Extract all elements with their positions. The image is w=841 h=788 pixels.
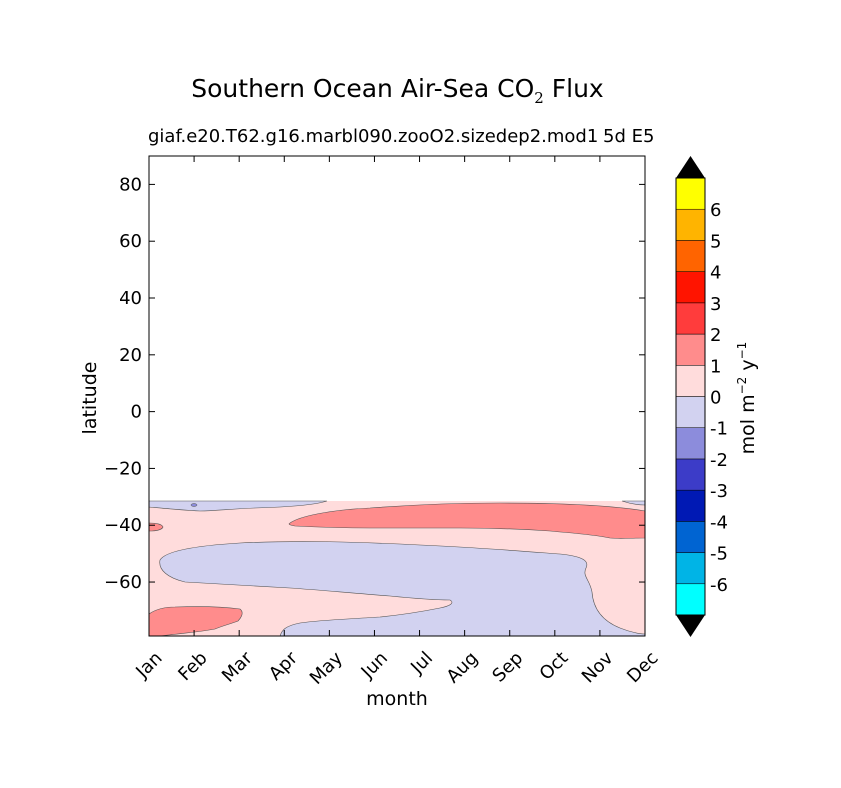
contour-pos-patch-feb <box>149 606 243 636</box>
contour-neg-main-region <box>159 541 645 636</box>
colorbar-swatch <box>675 489 706 522</box>
colorbar-extend-min <box>676 615 705 637</box>
colorbar-tick-label: -6 <box>710 575 728 596</box>
contour-pos-band-may-dec <box>288 502 645 539</box>
colorbar-frame <box>675 177 706 616</box>
contour-fill-group <box>149 500 645 636</box>
colorbar-tick-label: 1 <box>710 356 721 377</box>
colorbar-label-sup1: −2 <box>735 377 749 395</box>
colorbar-label-sup2: −1 <box>735 342 749 360</box>
y-tick-label: 0 <box>131 402 142 423</box>
colorbar-tick-label: 5 <box>710 231 721 252</box>
x-tick-label: May <box>306 647 347 688</box>
colorbar-extend-max <box>676 156 705 178</box>
colorbar-tick-label: -2 <box>710 450 728 471</box>
colorbar-tick-label: -4 <box>710 512 728 533</box>
colorbar-swatch <box>675 302 706 335</box>
chart-title-suffix: Flux <box>543 74 604 103</box>
colorbar-label: mol m−2 y−1 <box>735 342 759 455</box>
chart-title-text: Southern Ocean Air-Sea CO <box>191 74 535 103</box>
colorbar-tick-label: -3 <box>710 481 728 502</box>
x-tick-label: Apr <box>265 647 302 684</box>
colorbar-label-text: mol m <box>737 394 759 454</box>
x-tick-label: Jul <box>406 648 437 679</box>
y-tick-label: 20 <box>119 345 142 366</box>
y-tick-label: −20 <box>104 458 142 479</box>
colorbar-tick-label: -1 <box>710 419 728 440</box>
colorbar-swatch <box>675 333 706 366</box>
x-tick-label: Aug <box>443 648 483 688</box>
colorbar-swatch <box>675 521 706 553</box>
x-tick-label: Oct <box>536 648 573 685</box>
x-tick-label: Dec <box>623 648 662 687</box>
x-tick-label: Feb <box>174 648 211 685</box>
x-tick-label: Mar <box>218 647 257 686</box>
colorbar-swatch <box>675 427 706 460</box>
colorbar-tick-label: 4 <box>710 263 721 284</box>
colorbar-swatch <box>675 458 706 491</box>
x-tick-label: Nov <box>578 647 618 687</box>
x-tick-label: Jun <box>357 648 392 683</box>
colorbar-swatch <box>675 240 706 272</box>
colorbar-label-mid: y <box>737 359 759 376</box>
chart-subtitle: giaf.e20.T62.g16.marbl090.zooO2.sizedep2… <box>148 126 599 147</box>
colorbar-tick-label: 6 <box>710 200 721 221</box>
chart-title: Southern Ocean Air-Sea CO2 Flux <box>0 74 795 107</box>
y-axis: 80 60 40 20 0 −20 −40 −60 <box>104 174 645 593</box>
y-tick-label: −60 <box>104 572 142 593</box>
colorbar-tick-label: 0 <box>710 388 721 409</box>
x-tick-label: Sep <box>488 648 527 687</box>
y-tick-label: 40 <box>119 288 142 309</box>
y-tick-label: −40 <box>104 515 142 536</box>
y-tick-label: 60 <box>119 231 142 252</box>
x-axis-label: month <box>366 688 428 710</box>
chart-subtitle-right: 5d E5 <box>603 126 655 147</box>
colorbar-tick-label: 3 <box>710 294 721 315</box>
colorbar-swatch <box>675 271 706 304</box>
contour-neg-north-band-dec <box>621 500 645 506</box>
y-tick-label: 80 <box>119 174 142 195</box>
colorbar-swatch <box>675 583 706 616</box>
colorbar-tick-label: 2 <box>710 325 721 346</box>
colorbar: -6 -5 -4 -3 -2 -1 0 1 2 3 4 5 6 <box>675 156 728 637</box>
x-tick-label: Jan <box>131 648 166 683</box>
colorbar-swatch <box>675 396 706 428</box>
colorbar-swatch <box>675 552 706 585</box>
colorbar-swatch <box>675 177 706 210</box>
plot-frame <box>148 155 646 637</box>
chart-title-subscript: 2 <box>534 89 544 107</box>
contour-neg-patch-feb <box>190 503 198 507</box>
colorbar-tick-label: -5 <box>710 544 728 565</box>
colorbar-swatch <box>675 208 706 241</box>
y-axis-label: latitude <box>79 362 101 435</box>
colorbar-swatch <box>675 365 706 397</box>
